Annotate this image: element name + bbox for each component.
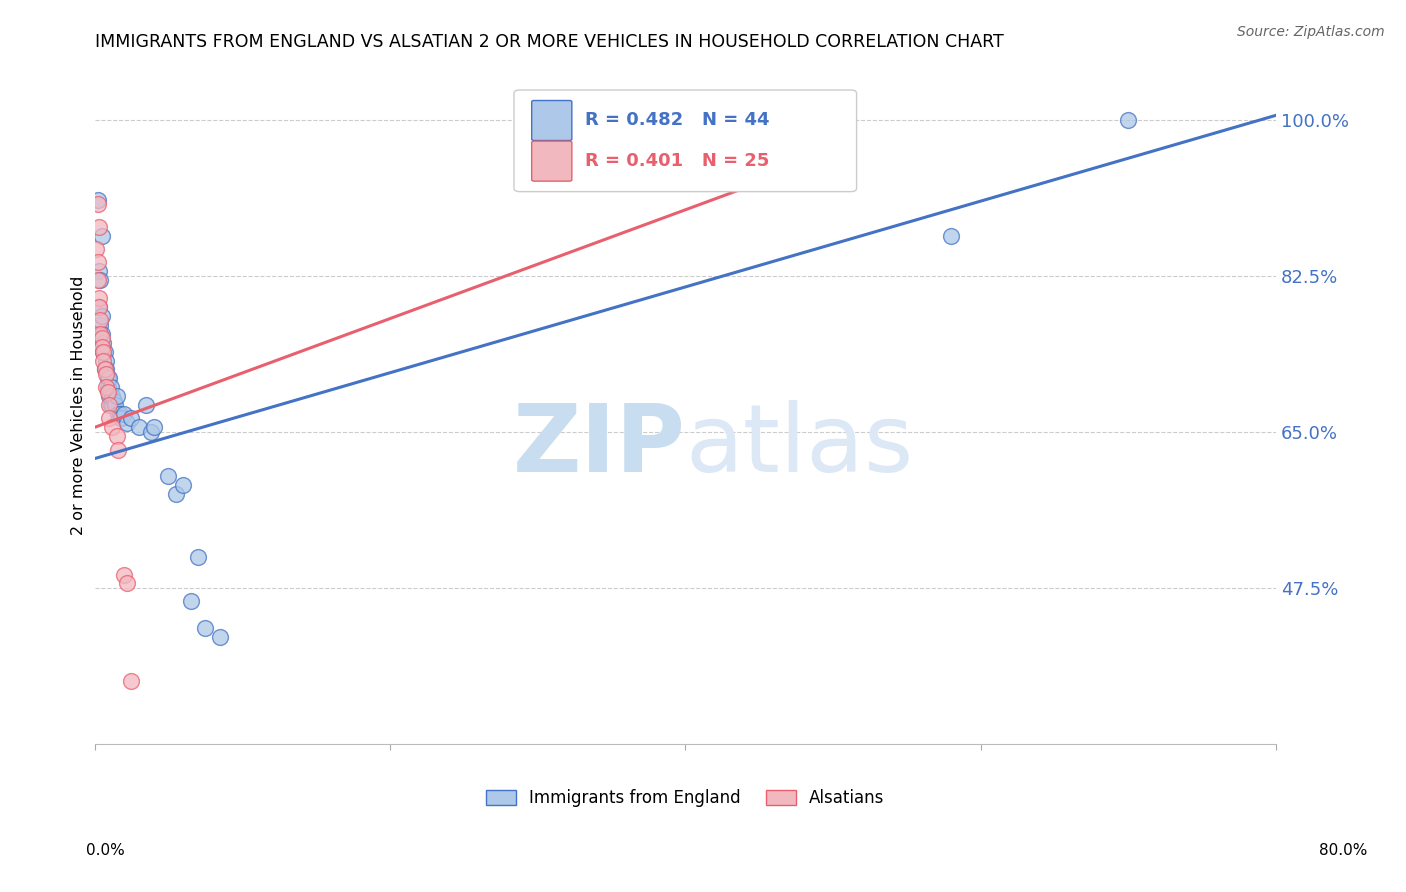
Point bbox=[96, 367, 118, 381]
Text: R = 0.401   N = 25: R = 0.401 N = 25 bbox=[585, 153, 769, 170]
Point bbox=[115, 416, 138, 430]
Point bbox=[87, 300, 110, 314]
Point bbox=[98, 389, 121, 403]
Point bbox=[112, 407, 135, 421]
Point bbox=[86, 193, 108, 207]
Point bbox=[97, 380, 120, 394]
Point bbox=[165, 487, 187, 501]
Point bbox=[91, 331, 114, 345]
Y-axis label: 2 or more Vehicles in Household: 2 or more Vehicles in Household bbox=[72, 276, 86, 535]
Point bbox=[86, 255, 108, 269]
Point bbox=[89, 313, 111, 327]
Point bbox=[96, 380, 118, 394]
Point bbox=[112, 567, 135, 582]
Point bbox=[93, 344, 115, 359]
Point bbox=[101, 398, 124, 412]
Text: IMMIGRANTS FROM ENGLAND VS ALSATIAN 2 OR MORE VEHICLES IN HOUSEHOLD CORRELATION : IMMIGRANTS FROM ENGLAND VS ALSATIAN 2 OR… bbox=[94, 33, 1004, 51]
Point bbox=[209, 630, 232, 644]
Point bbox=[89, 326, 111, 341]
Point bbox=[121, 674, 143, 689]
Point bbox=[1116, 112, 1139, 127]
Point bbox=[86, 197, 108, 211]
Point bbox=[87, 264, 110, 278]
Legend: Immigrants from England, Alsatians: Immigrants from England, Alsatians bbox=[479, 782, 891, 814]
Point bbox=[84, 242, 107, 256]
Point bbox=[86, 273, 108, 287]
Point bbox=[939, 228, 962, 243]
Point bbox=[172, 478, 194, 492]
Point bbox=[135, 398, 157, 412]
Point bbox=[96, 362, 118, 376]
Point bbox=[91, 326, 114, 341]
Point bbox=[89, 273, 111, 287]
Point bbox=[180, 594, 202, 608]
FancyBboxPatch shape bbox=[531, 141, 572, 181]
Point bbox=[98, 371, 121, 385]
Point bbox=[91, 228, 114, 243]
Point bbox=[93, 353, 115, 368]
Point bbox=[98, 411, 121, 425]
Point bbox=[87, 291, 110, 305]
Point bbox=[94, 344, 117, 359]
Text: atlas: atlas bbox=[685, 400, 914, 491]
Point bbox=[121, 411, 143, 425]
Point bbox=[142, 420, 165, 434]
Point bbox=[194, 621, 217, 635]
Point bbox=[108, 407, 131, 421]
Point bbox=[100, 380, 122, 394]
Text: 0.0%: 0.0% bbox=[86, 843, 125, 858]
Text: ZIP: ZIP bbox=[512, 400, 685, 491]
Point bbox=[157, 469, 180, 483]
Point bbox=[93, 335, 115, 350]
FancyBboxPatch shape bbox=[531, 101, 572, 140]
Point bbox=[97, 384, 120, 399]
Point bbox=[100, 398, 122, 412]
Point bbox=[103, 393, 125, 408]
Point bbox=[110, 411, 132, 425]
Point bbox=[93, 344, 115, 359]
Point bbox=[115, 576, 138, 591]
Point bbox=[128, 420, 150, 434]
Point bbox=[98, 398, 121, 412]
Point bbox=[94, 362, 117, 376]
Point bbox=[105, 389, 128, 403]
Point bbox=[87, 219, 110, 234]
Point bbox=[91, 340, 114, 354]
Point bbox=[89, 318, 111, 332]
Text: R = 0.482   N = 44: R = 0.482 N = 44 bbox=[585, 112, 769, 129]
Point bbox=[96, 353, 118, 368]
Point bbox=[91, 309, 114, 323]
Point bbox=[101, 389, 124, 403]
FancyBboxPatch shape bbox=[515, 90, 856, 192]
Point bbox=[187, 549, 209, 564]
Point bbox=[104, 398, 127, 412]
Point bbox=[101, 420, 124, 434]
Point bbox=[105, 429, 128, 443]
Point bbox=[107, 407, 129, 421]
Point bbox=[97, 371, 120, 385]
Point bbox=[87, 300, 110, 314]
Text: 80.0%: 80.0% bbox=[1319, 843, 1367, 858]
Point bbox=[139, 425, 162, 439]
Point bbox=[94, 362, 117, 376]
Text: Source: ZipAtlas.com: Source: ZipAtlas.com bbox=[1237, 25, 1385, 39]
Point bbox=[107, 442, 129, 457]
